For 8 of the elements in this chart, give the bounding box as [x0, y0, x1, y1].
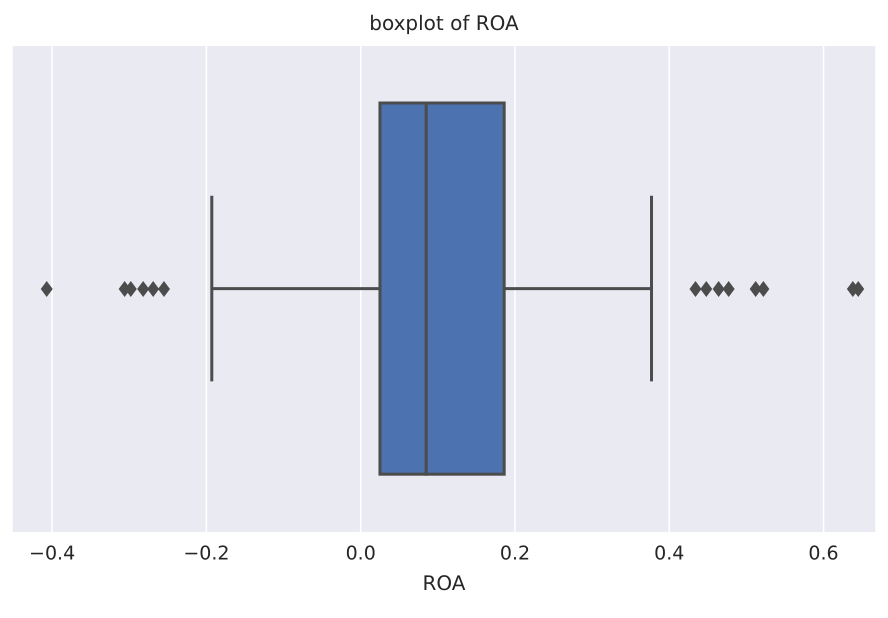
- x-tick-label: 0.0: [346, 542, 376, 564]
- chart-title: boxplot of ROA: [368, 10, 520, 37]
- x-tick-label: 0.4: [654, 542, 684, 564]
- x-tick-label: 0.6: [808, 542, 839, 564]
- x-axis-title: ROA: [422, 571, 466, 595]
- x-tick-label: −0.2: [183, 542, 230, 564]
- x-tick-label: −0.4: [29, 542, 76, 564]
- x-tick-label: 0.2: [500, 542, 530, 564]
